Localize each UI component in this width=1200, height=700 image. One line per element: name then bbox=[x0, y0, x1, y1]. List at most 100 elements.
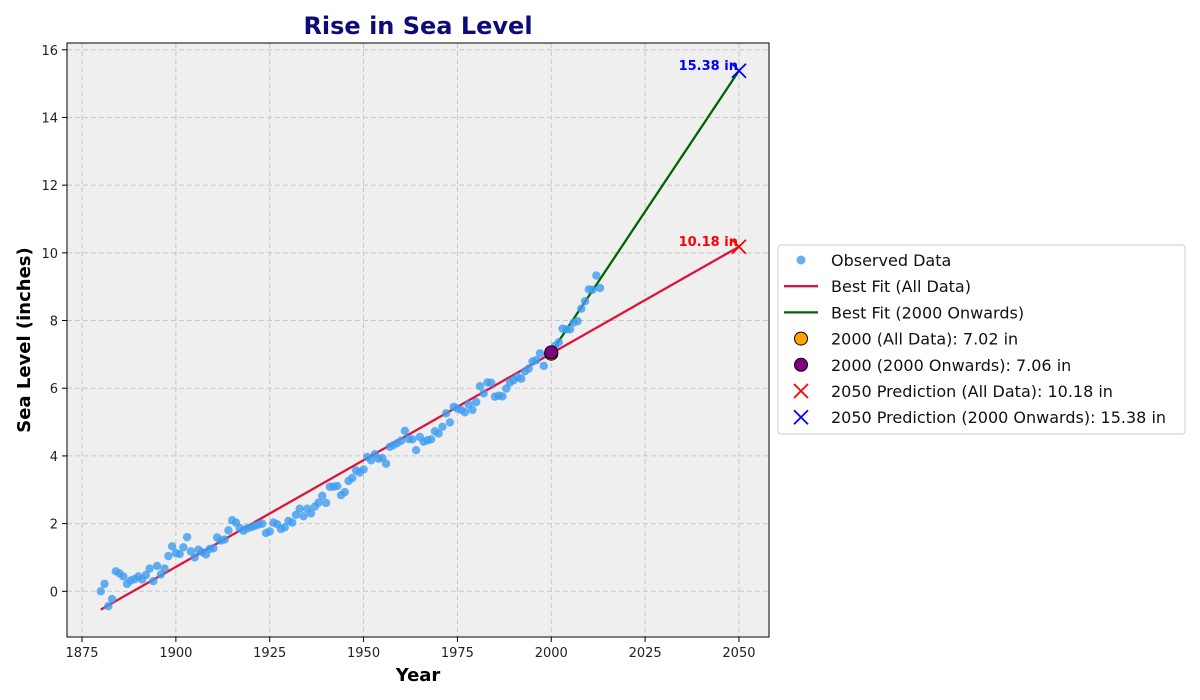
legend-box bbox=[777, 244, 1186, 435]
y-tick-label: 0 bbox=[50, 585, 58, 600]
legend-label: Observed Data bbox=[831, 251, 951, 270]
observed-point bbox=[460, 408, 470, 417]
observed-point bbox=[400, 426, 410, 436]
observed-point bbox=[381, 459, 391, 468]
observed-point bbox=[295, 504, 304, 513]
observed-point bbox=[554, 338, 563, 347]
observed-point bbox=[96, 587, 105, 596]
observed-point bbox=[186, 547, 196, 556]
legend-swatch bbox=[793, 383, 809, 399]
x-tick-label: 2000 bbox=[535, 646, 568, 661]
x-tick-label: 1975 bbox=[441, 646, 474, 661]
observed-point bbox=[592, 271, 601, 280]
y-tick-label: 4 bbox=[50, 450, 58, 465]
observed-point bbox=[149, 576, 158, 586]
observed-point bbox=[190, 553, 199, 562]
x-tick-label: 1950 bbox=[347, 646, 380, 661]
observed-point bbox=[280, 523, 289, 532]
legend-item: 2000 (All Data): 7.02 in bbox=[794, 330, 1018, 349]
observed-point bbox=[471, 397, 481, 407]
observed-point bbox=[299, 511, 308, 521]
observed-point bbox=[366, 456, 376, 465]
observed-point bbox=[152, 561, 162, 571]
legend-label: Best Fit (2000 Onwards) bbox=[831, 303, 1024, 322]
y-tick-label: 12 bbox=[41, 179, 58, 194]
y-axis-title: Sea Level (inches) bbox=[14, 247, 35, 432]
observed-point bbox=[595, 283, 605, 293]
observed-point bbox=[468, 405, 477, 415]
y-tick-label: 8 bbox=[50, 315, 58, 330]
observed-points bbox=[96, 271, 605, 611]
observed-point bbox=[209, 544, 218, 553]
y-tick-label: 10 bbox=[41, 247, 58, 262]
observed-point bbox=[411, 445, 421, 455]
observed-point bbox=[145, 564, 154, 573]
legend-swatch bbox=[794, 357, 808, 372]
observed-point bbox=[580, 297, 590, 306]
observed-point bbox=[164, 551, 173, 561]
legend-swatch bbox=[794, 331, 808, 346]
legend-label: 2000 (2000 Onwards): 7.06 in bbox=[831, 356, 1071, 375]
highlight-markers bbox=[544, 63, 747, 361]
observed-point bbox=[565, 325, 575, 334]
observed-point bbox=[487, 378, 496, 388]
observed-point bbox=[517, 374, 526, 383]
gridlines bbox=[67, 43, 769, 637]
observed-point bbox=[408, 435, 417, 444]
observed-point bbox=[340, 487, 349, 497]
prediction-annotations: 15.38 in 10.18 in bbox=[679, 59, 738, 250]
legend-item: 2050 Prediction (2000 Onwards): 15.38 in bbox=[793, 408, 1166, 427]
observed-point bbox=[441, 409, 451, 418]
observed-point bbox=[535, 349, 545, 358]
observed-point bbox=[291, 510, 301, 520]
observed-point bbox=[577, 304, 586, 313]
observed-point bbox=[539, 361, 548, 371]
observed-point bbox=[265, 527, 274, 536]
marker-2050-prediction-all-data bbox=[731, 239, 747, 255]
observed-point bbox=[475, 382, 485, 391]
legend-label: Best Fit (All Data) bbox=[831, 277, 971, 296]
x-tick-label: 1925 bbox=[253, 646, 286, 661]
observed-point bbox=[445, 418, 455, 427]
observed-point bbox=[479, 389, 488, 398]
observed-point bbox=[498, 392, 507, 401]
observed-point bbox=[182, 532, 192, 542]
x-tick-label: 1875 bbox=[65, 646, 98, 661]
x-tick-label: 2050 bbox=[722, 646, 755, 661]
observed-point bbox=[426, 435, 436, 444]
observed-point bbox=[321, 498, 331, 508]
observed-point bbox=[573, 317, 582, 326]
plot-frame bbox=[66, 42, 770, 638]
prediction-annotation: 15.38 in bbox=[679, 59, 738, 74]
observed-point bbox=[104, 602, 113, 611]
observed-point bbox=[532, 355, 541, 365]
observed-point bbox=[306, 509, 316, 518]
legend-item: Observed Data bbox=[796, 251, 951, 270]
observed-point bbox=[141, 570, 151, 580]
x-axis-title: Year bbox=[395, 665, 441, 686]
marker-2000-onwards bbox=[544, 345, 559, 360]
observed-point bbox=[119, 572, 128, 581]
observed-point bbox=[258, 519, 267, 528]
observed-point bbox=[348, 473, 357, 483]
legend-item: Best Fit (2000 Onwards) bbox=[784, 303, 1024, 322]
observed-point bbox=[588, 285, 597, 294]
legend-swatch bbox=[793, 409, 809, 425]
legend-label: 2000 (All Data): 7.02 in bbox=[831, 330, 1018, 349]
observed-point bbox=[224, 526, 233, 535]
y-tick-label: 6 bbox=[50, 382, 58, 397]
legend-item: 2000 (2000 Onwards): 7.06 in bbox=[794, 356, 1071, 375]
observed-point bbox=[438, 422, 447, 432]
observed-point bbox=[502, 384, 511, 393]
observed-point bbox=[160, 564, 169, 573]
y-tick-label: 16 bbox=[41, 44, 58, 59]
observed-point bbox=[220, 535, 229, 544]
observed-point bbox=[396, 436, 406, 445]
axis-ticks: 1875 1900 1925 1950 1975 2000 2025 2050 0 2 4 6 8 10 1… bbox=[41, 44, 755, 661]
legend-item: 2050 Prediction (All Data): 10.18 in bbox=[793, 382, 1113, 401]
y-tick-label: 2 bbox=[50, 518, 58, 533]
observed-point bbox=[288, 518, 297, 527]
observed-point bbox=[314, 498, 323, 507]
observed-point bbox=[100, 579, 109, 589]
